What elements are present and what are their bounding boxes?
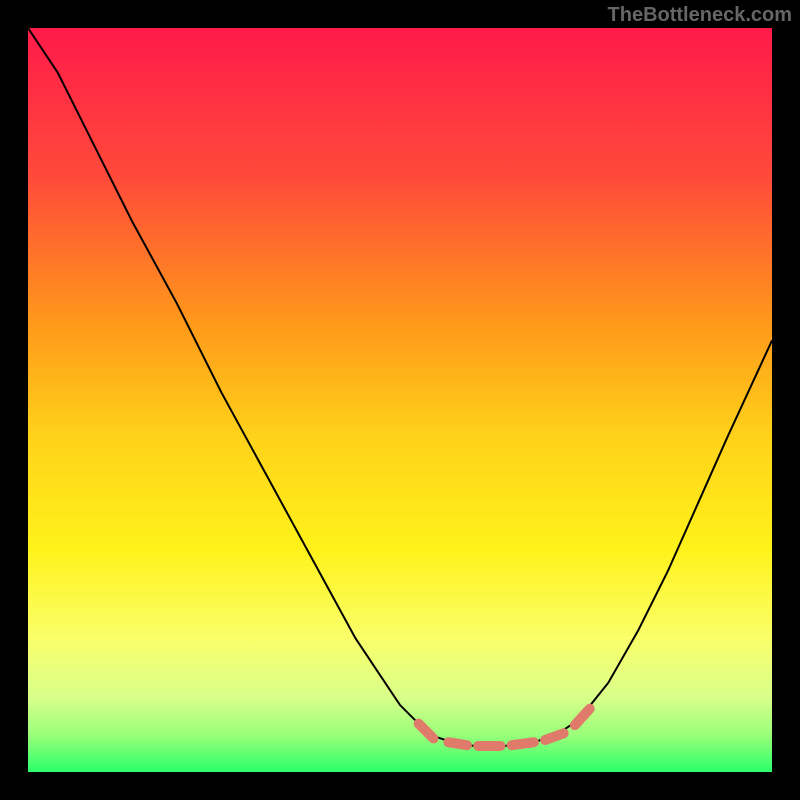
highlight-dash (419, 724, 434, 739)
highlight-dash (575, 709, 590, 725)
highlight-dash (448, 742, 467, 745)
highlight-dash (545, 733, 564, 740)
watermark-text: TheBottleneck.com (608, 4, 792, 27)
plot-area (28, 28, 772, 772)
bottleneck-curve (28, 28, 772, 746)
highlight-group (419, 709, 590, 746)
highlight-dash (512, 742, 534, 745)
chart-container: TheBottleneck.com (0, 0, 800, 800)
curve-svg (28, 28, 772, 772)
